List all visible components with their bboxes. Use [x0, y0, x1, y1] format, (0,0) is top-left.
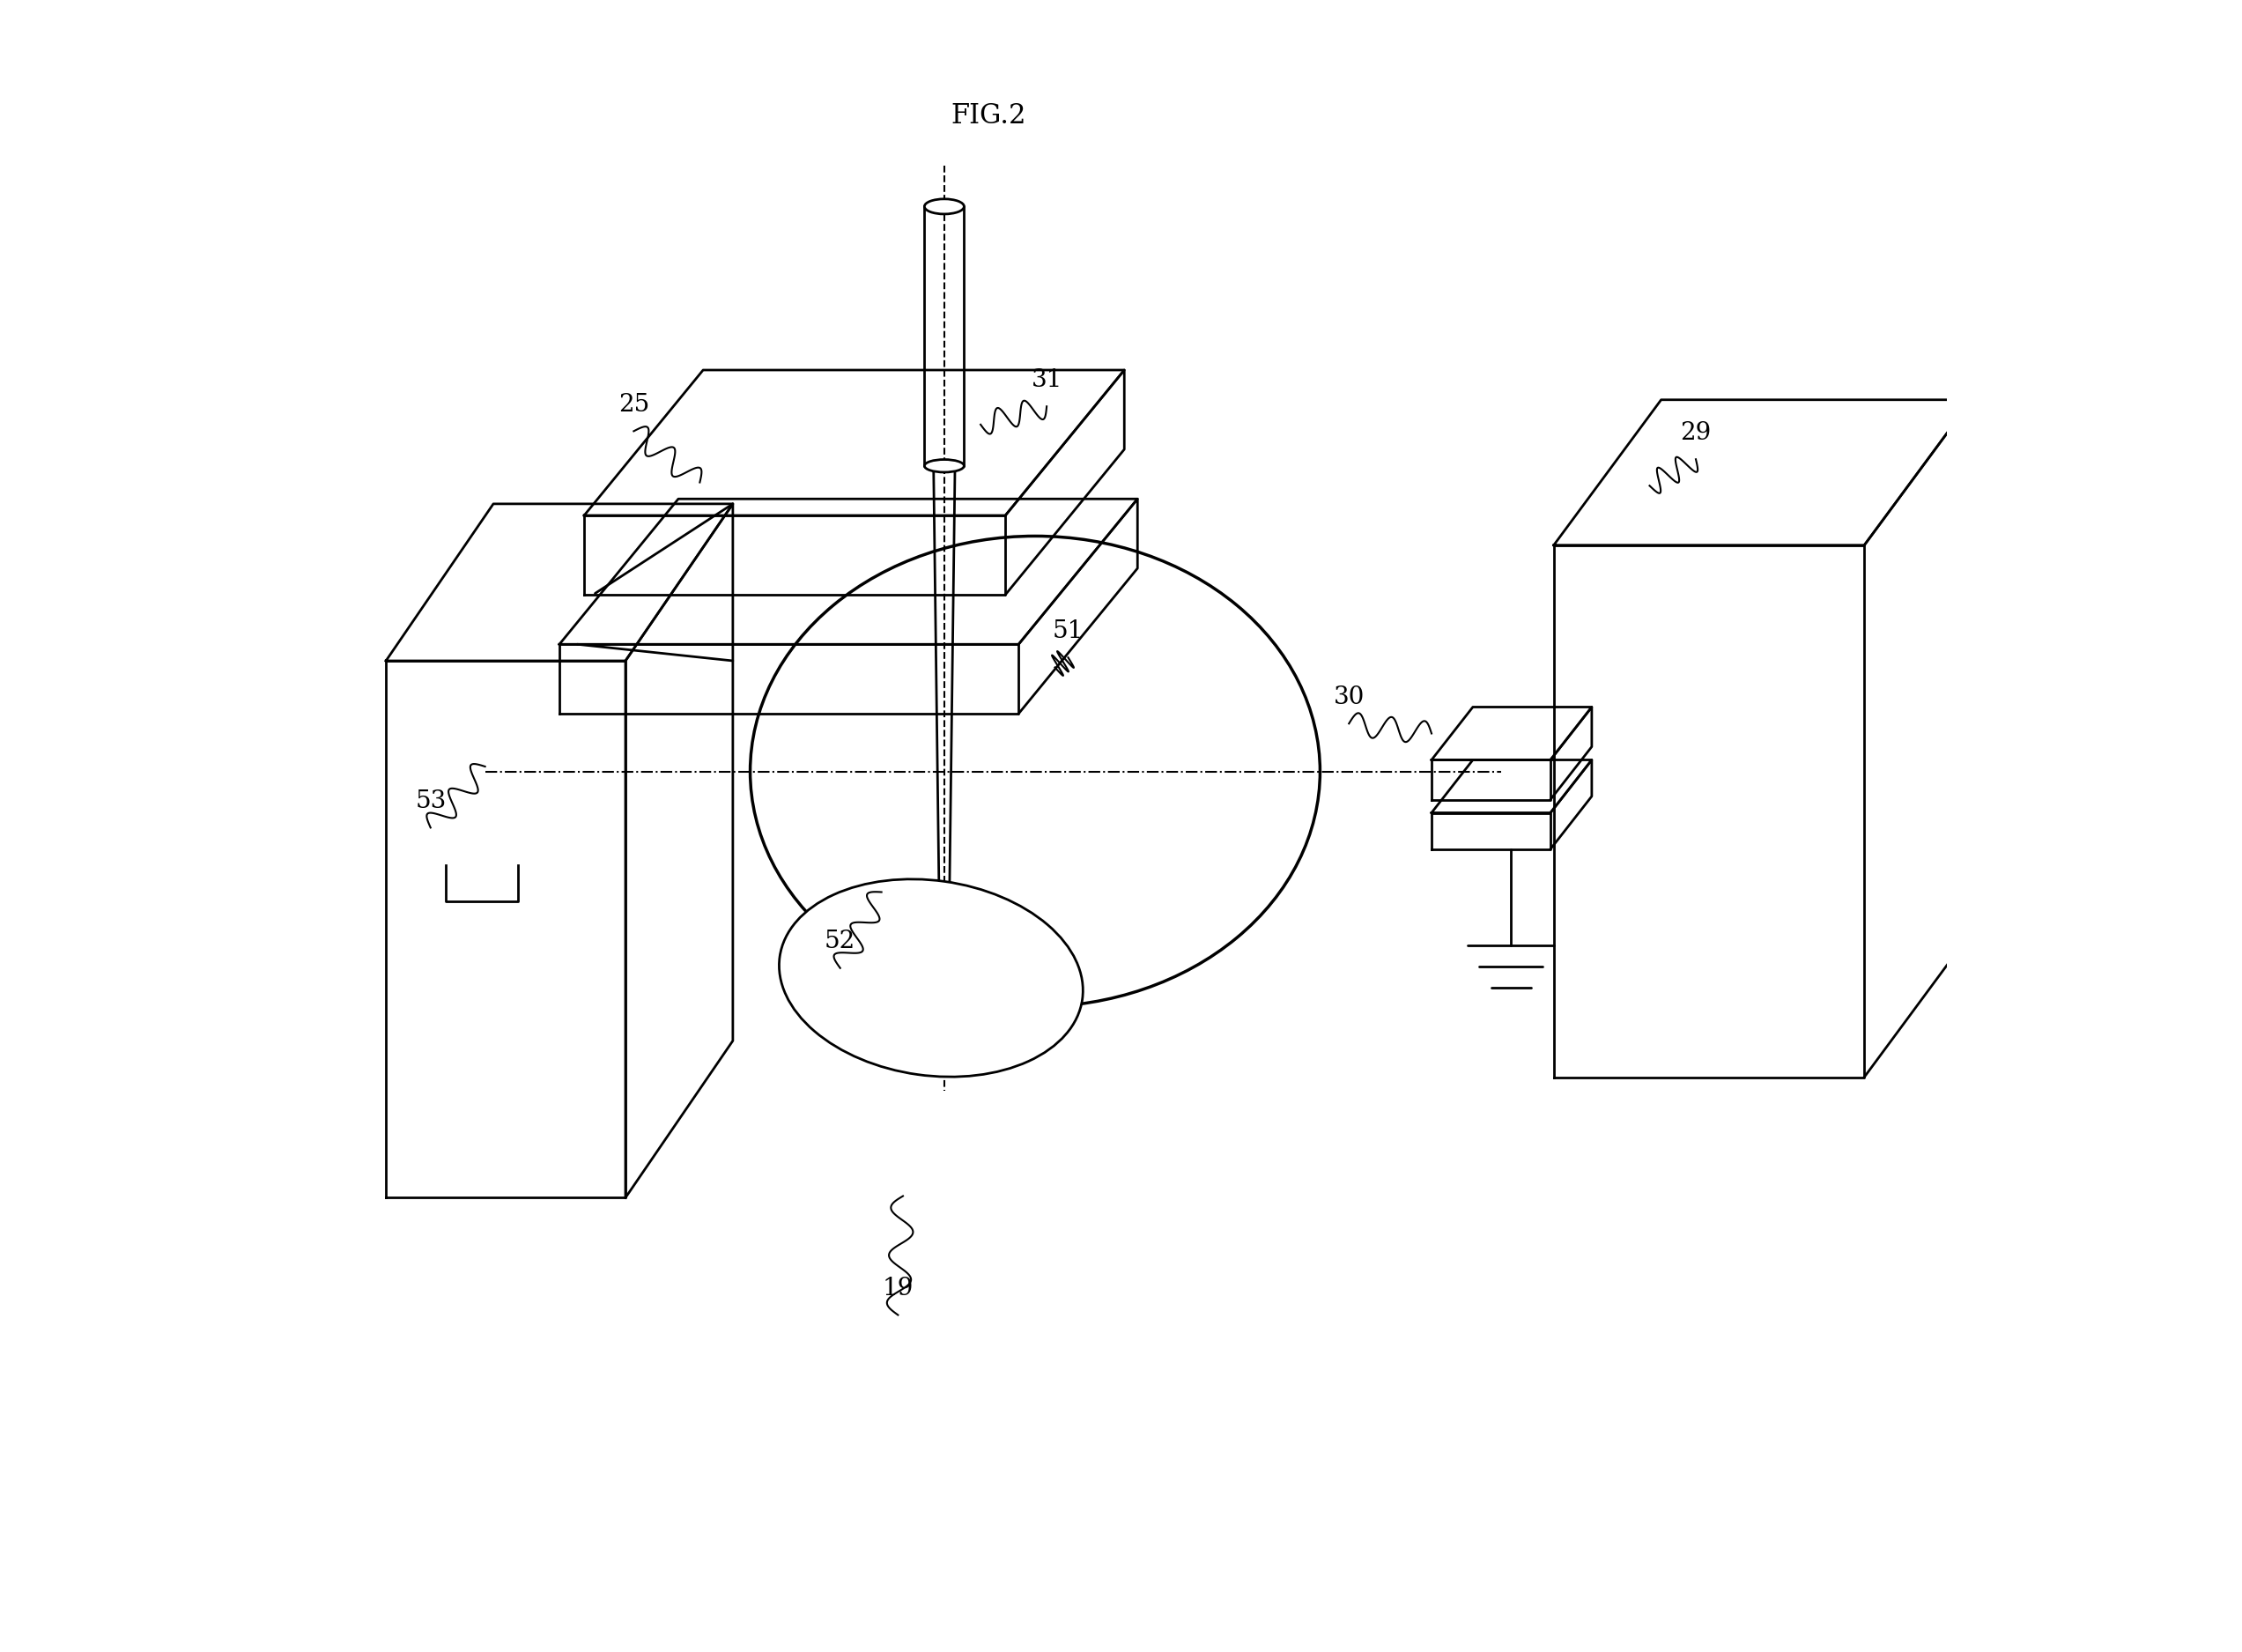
Text: 52: 52 — [825, 930, 856, 953]
Text: 53: 53 — [415, 790, 446, 813]
Text: 29: 29 — [1679, 421, 1711, 444]
Text: 25: 25 — [619, 393, 650, 416]
Ellipse shape — [924, 459, 964, 472]
Text: FIG.2: FIG.2 — [951, 102, 1027, 129]
Text: 30: 30 — [1334, 686, 1365, 709]
Ellipse shape — [780, 879, 1083, 1077]
Ellipse shape — [924, 198, 964, 215]
Text: 31: 31 — [1031, 368, 1063, 392]
Text: 51: 51 — [1051, 620, 1083, 643]
Ellipse shape — [751, 535, 1321, 1006]
Text: 19: 19 — [883, 1277, 912, 1300]
